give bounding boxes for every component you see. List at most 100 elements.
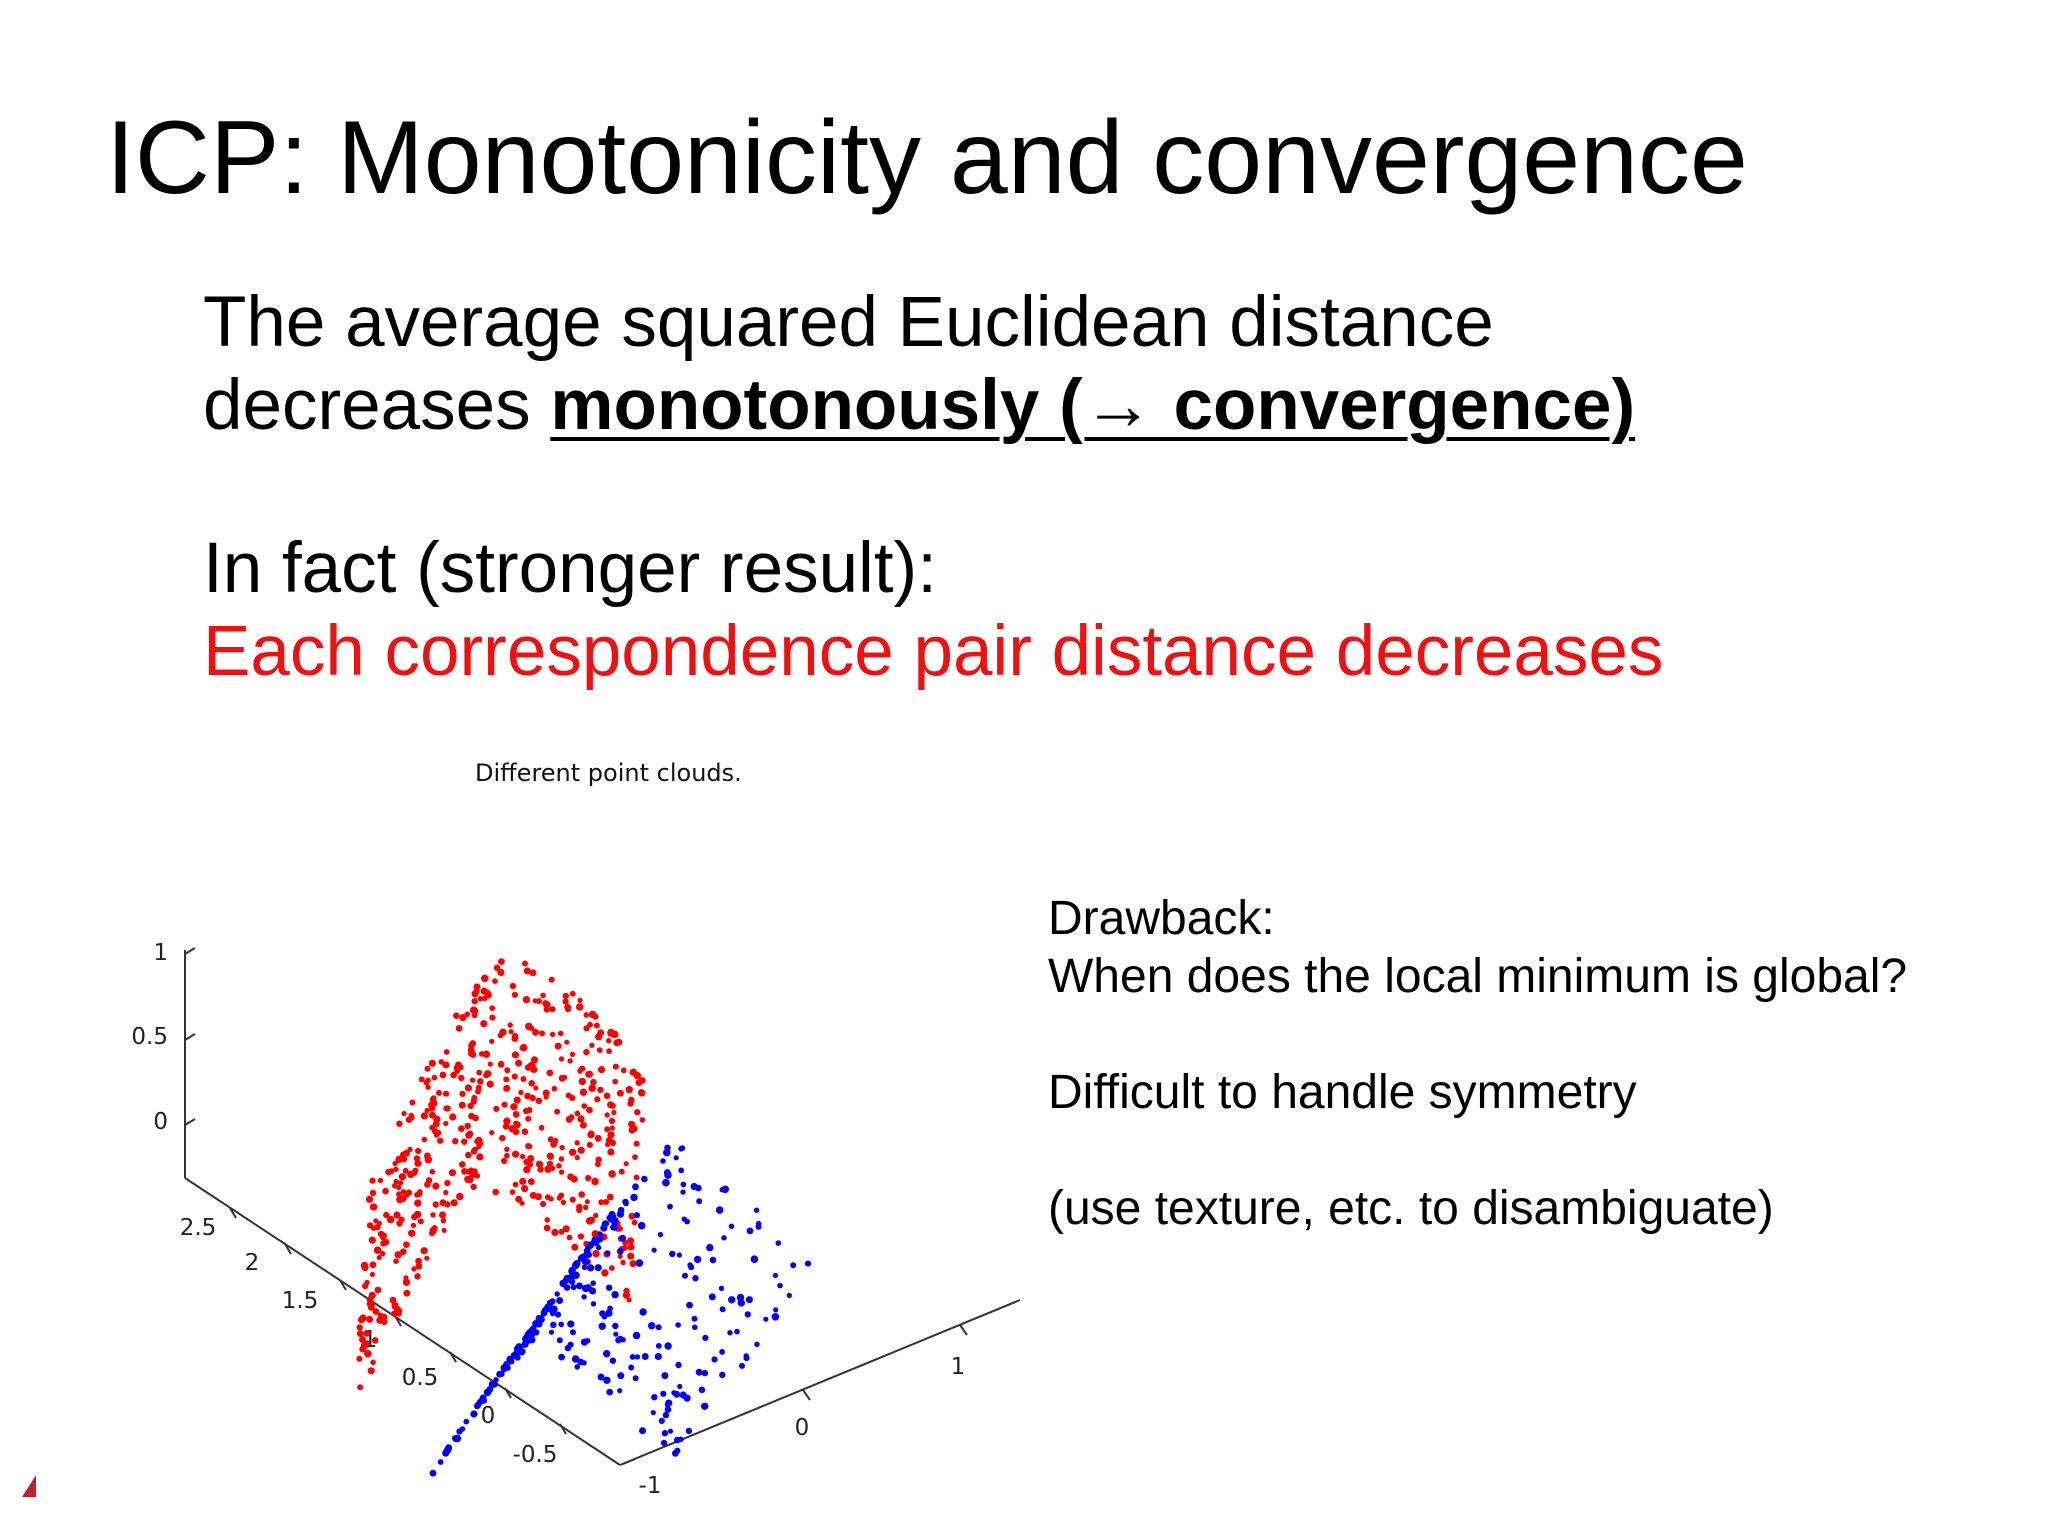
point — [403, 1191, 410, 1198]
point — [474, 1138, 480, 1145]
point — [551, 1228, 559, 1236]
point — [428, 1059, 436, 1067]
point — [374, 1286, 382, 1294]
point — [677, 1383, 683, 1390]
point — [632, 1183, 639, 1191]
point — [556, 1297, 564, 1304]
point — [673, 1155, 679, 1161]
point — [664, 1342, 672, 1350]
point — [484, 1070, 492, 1078]
point — [701, 1369, 709, 1377]
point — [380, 1313, 388, 1321]
plot-axes — [184, 950, 1021, 1466]
point — [512, 1150, 520, 1158]
point — [609, 1357, 617, 1364]
point — [564, 1344, 572, 1352]
point — [525, 1142, 532, 1150]
point — [548, 1329, 555, 1335]
point — [480, 1020, 488, 1028]
point — [500, 1364, 508, 1372]
point — [412, 1167, 419, 1174]
point — [763, 1316, 769, 1322]
point — [587, 1021, 593, 1028]
point — [367, 1367, 375, 1375]
point — [582, 1204, 589, 1211]
point — [493, 964, 501, 972]
point — [737, 1299, 745, 1307]
y-axis-ticks — [229, 1207, 567, 1435]
point — [579, 1065, 586, 1072]
point — [504, 1067, 511, 1074]
point — [469, 1040, 477, 1047]
point — [476, 1069, 482, 1076]
point — [678, 1167, 685, 1174]
point — [616, 1089, 624, 1097]
point — [489, 1038, 495, 1045]
point — [746, 1227, 754, 1235]
point — [458, 1161, 466, 1168]
point — [527, 1328, 533, 1335]
point — [415, 1262, 423, 1270]
point — [580, 1338, 589, 1346]
point — [629, 1354, 636, 1360]
point — [401, 1110, 407, 1117]
point — [402, 1278, 411, 1286]
point — [606, 1038, 612, 1044]
point — [535, 1160, 544, 1168]
slide-title: ICP: Monotonicity and convergence — [106, 100, 1748, 216]
y-tick-label: 0 — [481, 1403, 496, 1429]
point — [574, 1110, 581, 1117]
point — [634, 1354, 641, 1360]
point — [678, 1436, 684, 1443]
point — [601, 1313, 608, 1320]
point — [523, 967, 531, 975]
point — [804, 1260, 812, 1267]
point — [425, 1084, 431, 1090]
point — [529, 1025, 535, 1032]
point — [608, 1265, 615, 1271]
point — [470, 1183, 477, 1191]
point — [619, 1234, 626, 1242]
z-tick-label: 0 — [153, 1109, 168, 1135]
point — [515, 1195, 523, 1203]
point — [364, 1350, 372, 1358]
point — [364, 1340, 370, 1346]
point — [503, 1085, 510, 1092]
point — [698, 1386, 706, 1394]
point — [585, 1070, 594, 1078]
point — [442, 1090, 450, 1097]
point — [554, 1108, 561, 1115]
point — [424, 1255, 430, 1261]
point — [559, 1144, 565, 1151]
point — [393, 1211, 401, 1219]
point — [750, 1255, 759, 1263]
point — [631, 1219, 638, 1226]
point — [639, 1427, 646, 1435]
point — [549, 1031, 556, 1038]
point — [369, 1261, 377, 1269]
point — [654, 1352, 662, 1361]
point — [682, 1272, 688, 1279]
point — [691, 1315, 698, 1322]
point — [377, 1177, 384, 1184]
point — [424, 1065, 431, 1072]
point — [443, 1446, 452, 1455]
point — [623, 1161, 629, 1167]
point — [464, 1084, 472, 1092]
point — [575, 1260, 581, 1266]
point — [522, 960, 528, 967]
point — [567, 1273, 575, 1282]
point — [581, 1103, 588, 1109]
point — [709, 1256, 717, 1264]
point — [417, 1189, 423, 1195]
point — [777, 1282, 783, 1289]
point — [452, 1435, 459, 1442]
point — [464, 1122, 471, 1130]
point — [448, 1169, 456, 1177]
point — [513, 1345, 522, 1353]
point — [661, 1430, 669, 1437]
point — [461, 1138, 468, 1145]
point — [534, 1193, 542, 1201]
point — [490, 1380, 498, 1388]
point — [576, 1003, 584, 1011]
